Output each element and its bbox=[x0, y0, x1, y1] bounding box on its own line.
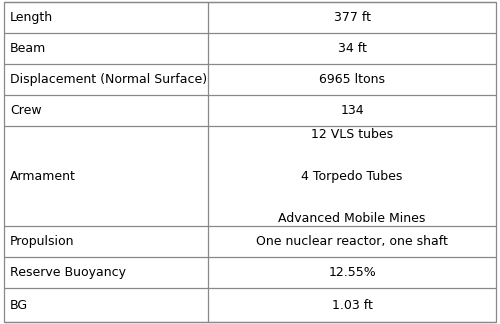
Text: Beam: Beam bbox=[10, 42, 46, 55]
Text: Armament: Armament bbox=[10, 169, 76, 182]
Text: Crew: Crew bbox=[10, 104, 42, 117]
Text: 377 ft: 377 ft bbox=[334, 11, 370, 24]
Text: BG: BG bbox=[10, 299, 28, 312]
Text: 12 VLS tubes

4 Torpedo Tubes

Advanced Mobile Mines: 12 VLS tubes 4 Torpedo Tubes Advanced Mo… bbox=[278, 128, 426, 225]
Text: 34 ft: 34 ft bbox=[338, 42, 366, 55]
Text: 134: 134 bbox=[340, 104, 364, 117]
Text: Length: Length bbox=[10, 11, 53, 24]
Text: Propulsion: Propulsion bbox=[10, 235, 74, 248]
Text: 6965 ltons: 6965 ltons bbox=[319, 73, 385, 86]
Text: 12.55%: 12.55% bbox=[328, 266, 376, 279]
Text: 1.03 ft: 1.03 ft bbox=[332, 299, 372, 312]
Text: One nuclear reactor, one shaft: One nuclear reactor, one shaft bbox=[256, 235, 448, 248]
Text: Reserve Buoyancy: Reserve Buoyancy bbox=[10, 266, 126, 279]
Text: Displacement (Normal Surface): Displacement (Normal Surface) bbox=[10, 73, 207, 86]
